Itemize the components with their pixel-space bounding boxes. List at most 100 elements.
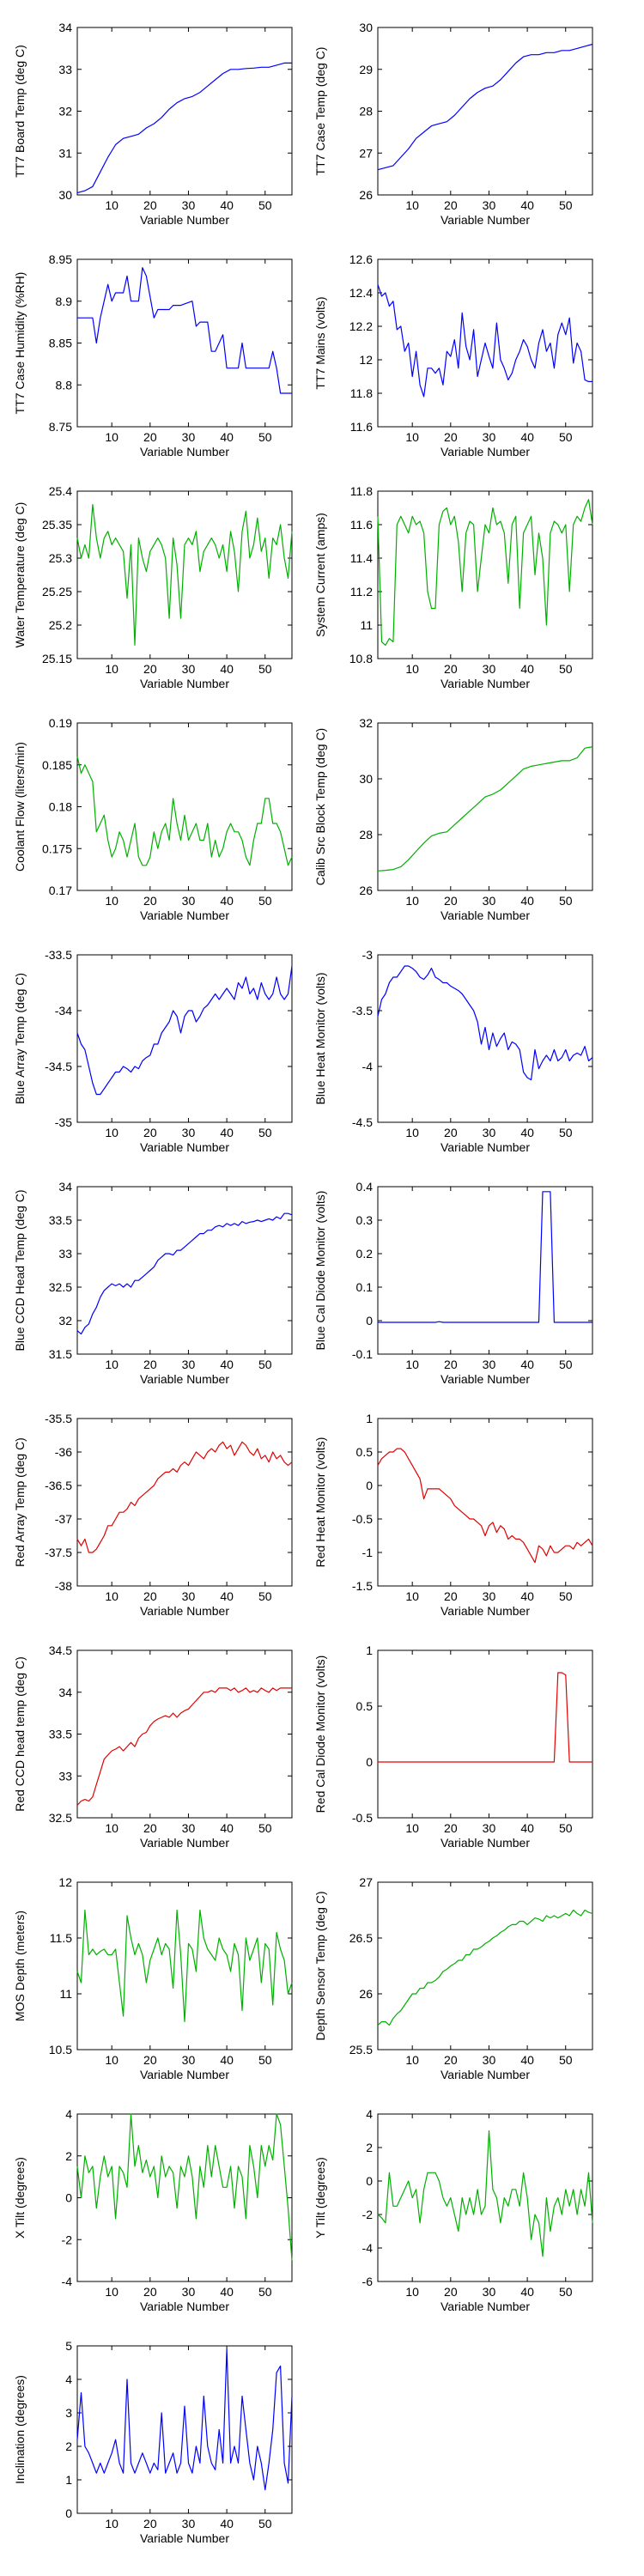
plot-frame	[377, 2113, 593, 2282]
series-line-1	[377, 1909, 593, 2026]
x-tick-label: 50	[559, 894, 573, 908]
y-tick-label: 32.5	[49, 1280, 72, 1294]
chart-panel-18: 25.5 26 26.5 27 10 20 30 40 50 Variable Number Dep…	[313, 1875, 593, 2081]
x-tick-label: 50	[559, 198, 573, 212]
y-tick-label: 1	[366, 1412, 373, 1425]
series-line-1	[76, 2113, 293, 2261]
y-tick-label: 12	[359, 353, 373, 367]
x-tick-label: 20	[143, 2517, 157, 2530]
y-tick-label: 26	[359, 884, 373, 897]
x-tick-label: 40	[520, 2285, 534, 2299]
x-axis-label: Variable Number	[140, 2300, 229, 2313]
x-tick-label: 40	[520, 1589, 534, 1603]
x-tick-label: 50	[258, 1126, 272, 1139]
y-tick-label: 11.6	[350, 518, 373, 532]
y-tick-label: 8.85	[49, 337, 72, 350]
x-tick-label: 50	[559, 2285, 573, 2299]
chart-panel-8: 26 28 30 32 10 20 30 40 50 Variable Number Calib S…	[313, 716, 593, 922]
x-tick-label: 10	[405, 1126, 419, 1139]
series-line-1	[76, 503, 293, 647]
x-axis-label: Variable Number	[140, 1604, 229, 1618]
y-axis-label: Red Heat Monitor (volts)	[313, 1437, 327, 1568]
x-tick-label: 10	[105, 1821, 118, 1835]
y-axis-label: Blue Array Temp (deg C)	[13, 973, 27, 1104]
y-tick-label: 34.5	[49, 1643, 72, 1657]
x-tick-label: 40	[220, 430, 234, 444]
y-tick-label: 0.185	[42, 758, 72, 772]
y-tick-label: -2	[62, 2233, 73, 2246]
x-tick-label: 20	[444, 430, 458, 444]
x-tick-label: 10	[405, 198, 419, 212]
y-tick-label: 29	[359, 63, 373, 76]
y-tick-label: 0.5	[356, 1445, 374, 1459]
x-tick-label: 40	[220, 2285, 234, 2299]
x-tick-label: 30	[483, 198, 496, 212]
x-axis-label: Variable Number	[440, 445, 530, 459]
y-tick-label: -0.1	[352, 1347, 373, 1361]
series-line-1	[377, 1448, 593, 1564]
x-tick-label: 30	[483, 894, 496, 908]
y-tick-label: -3	[362, 948, 374, 962]
series-line-1	[77, 267, 292, 394]
y-axis-label: TT7 Case Temp (deg C)	[313, 47, 327, 176]
x-tick-label: 20	[444, 1821, 458, 1835]
x-tick-label: 40	[520, 662, 534, 676]
x-tick-label: 20	[444, 1589, 458, 1603]
y-tick-label: 11.2	[350, 585, 373, 598]
y-tick-label: 0.4	[356, 1180, 374, 1194]
y-tick-label: 11.8	[350, 386, 373, 400]
x-tick-label: 30	[182, 1589, 196, 1603]
x-tick-label: 50	[258, 662, 272, 676]
y-tick-label: 11.4	[350, 551, 373, 565]
y-tick-label: 4	[366, 2107, 373, 2121]
x-axis-label: Variable Number	[440, 1140, 530, 1154]
x-axis-label: Variable Number	[440, 1604, 530, 1618]
x-tick-label: 30	[483, 2285, 496, 2299]
series-line-1	[378, 1191, 592, 1323]
chart-panel-14: -1.5 -1 -0.5 0 0.5 1 10 20 30 40 50 Variable Number…	[313, 1412, 593, 1618]
x-tick-label: 50	[258, 198, 272, 212]
plot-frame	[377, 1186, 593, 1355]
plot-frame	[377, 258, 593, 428]
y-tick-label: 33	[58, 63, 72, 76]
x-tick-label: 10	[405, 1589, 419, 1603]
y-tick-label: 11.6	[350, 420, 373, 434]
y-tick-label: 12.2	[349, 319, 373, 333]
plot-frame	[76, 1418, 293, 1587]
x-tick-label: 10	[405, 2285, 419, 2299]
y-tick-label: 1	[65, 2473, 72, 2487]
series-line-1	[76, 1441, 293, 1553]
x-tick-label: 20	[444, 2285, 458, 2299]
y-tick-label: -6	[362, 2275, 374, 2288]
chart-panel-19: -4 -2 0 2 4 10 20 30 40 50 Variable Number X Tilt (…	[13, 2107, 293, 2313]
x-axis-label: Variable Number	[440, 2300, 530, 2313]
x-tick-label: 20	[143, 1358, 157, 1371]
x-tick-label: 40	[520, 430, 534, 444]
y-axis-label: Depth Sensor Temp (deg C)	[313, 1891, 327, 2040]
x-axis-label: Variable Number	[140, 2531, 229, 2545]
x-tick-label: 10	[405, 662, 419, 676]
x-axis-label: Variable Number	[140, 2068, 229, 2081]
plot-frame	[377, 1649, 593, 1819]
x-tick-label: 40	[220, 2517, 234, 2530]
plot-frame	[377, 954, 593, 1123]
x-axis-label: Variable Number	[140, 1140, 229, 1154]
y-tick-label: 26.5	[349, 1931, 373, 1945]
plot-frame	[76, 1649, 293, 1819]
x-tick-label: 50	[559, 2053, 573, 2067]
x-tick-label: 20	[143, 430, 157, 444]
y-tick-label: 12	[58, 1875, 72, 1889]
y-tick-label: -34	[55, 1004, 72, 1018]
x-axis-label: Variable Number	[140, 908, 229, 922]
y-tick-label: -34.5	[45, 1060, 72, 1073]
chart-panel-17: 10.5 11 11.5 12 10 20 30 40 50 Variable Number MOS…	[13, 1875, 293, 2081]
x-tick-label: 10	[105, 2053, 118, 2067]
plot-frame	[76, 27, 293, 196]
y-axis-label: Blue Cal Diode Monitor (volts)	[313, 1191, 327, 1351]
x-tick-label: 50	[258, 2053, 272, 2067]
y-tick-label: -35.5	[45, 1412, 72, 1425]
y-tick-label: -36	[55, 1445, 72, 1459]
x-axis-label: Variable Number	[440, 2068, 530, 2081]
y-tick-label: 12.6	[349, 252, 373, 266]
x-axis-label: Variable Number	[140, 677, 229, 690]
